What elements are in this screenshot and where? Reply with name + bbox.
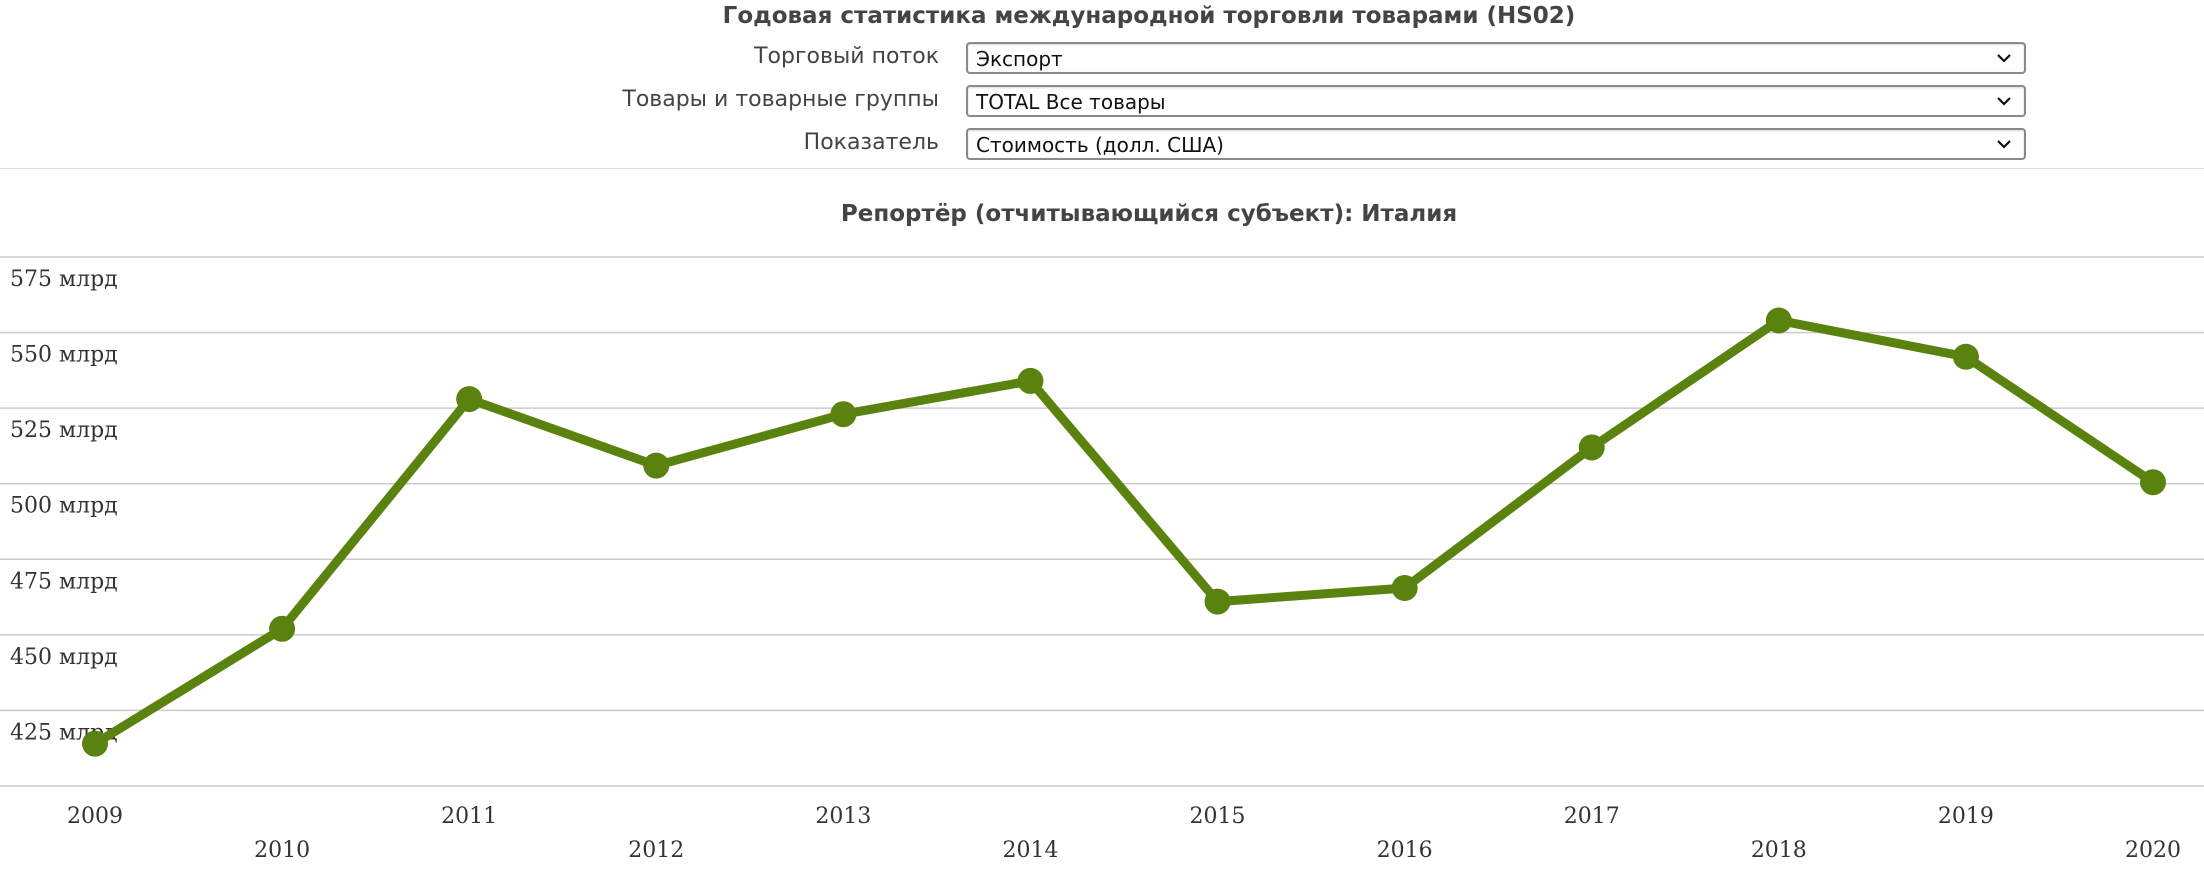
x-tick-label: 2020 bbox=[2125, 838, 2181, 863]
x-tick-label: 2014 bbox=[1002, 838, 1058, 863]
data-point bbox=[1204, 588, 1231, 615]
x-tick-label: 2013 bbox=[815, 804, 871, 829]
chevron-down-icon bbox=[1997, 97, 2011, 106]
commodity-select[interactable]: TOTAL Все товары bbox=[966, 85, 2026, 117]
indicator-value: Стоимость (долл. США) bbox=[976, 133, 1224, 157]
y-tick-label: 550 млрд bbox=[10, 343, 118, 368]
x-tick-label: 2009 bbox=[67, 804, 123, 829]
trade-flow-value: Экспорт bbox=[976, 47, 1063, 71]
chevron-down-icon bbox=[1997, 140, 2011, 149]
data-point bbox=[643, 452, 670, 479]
trade-flow-label: Торговый поток bbox=[754, 44, 939, 69]
indicator-filter: Показатель Стоимость (долл. США) bbox=[0, 128, 2204, 166]
data-point bbox=[1952, 343, 1979, 370]
y-tick-label: 450 млрд bbox=[10, 645, 118, 670]
data-point bbox=[1578, 434, 1605, 461]
x-tick-label: 2017 bbox=[1564, 804, 1620, 829]
data-point bbox=[269, 615, 296, 642]
x-tick-label: 2010 bbox=[254, 838, 310, 863]
series-line bbox=[90, 315, 2158, 749]
data-point bbox=[1017, 367, 1044, 394]
data-point bbox=[1391, 575, 1418, 602]
y-tick-label: 575 млрд bbox=[10, 267, 118, 292]
x-tick-label: 2018 bbox=[1751, 838, 1807, 863]
commodity-filter: Товары и товарные группы TOTAL Все товар… bbox=[0, 85, 2204, 123]
commodity-label: Товары и товарные группы bbox=[622, 87, 939, 112]
data-point bbox=[456, 386, 483, 413]
chart-title: Репортёр (отчитывающийся субъект): Итали… bbox=[840, 201, 1458, 227]
commodity-value: TOTAL Все товары bbox=[976, 90, 1166, 114]
chevron-down-icon bbox=[1997, 54, 2011, 63]
indicator-label: Показатель bbox=[803, 130, 939, 155]
y-tick-label: 525 млрд bbox=[10, 418, 118, 443]
trade-flow-select[interactable]: Экспорт bbox=[966, 42, 2026, 74]
data-point bbox=[1765, 307, 1792, 334]
y-tick-label: 475 млрд bbox=[10, 569, 118, 594]
x-tick-label: 2019 bbox=[1938, 804, 1994, 829]
data-point bbox=[82, 730, 108, 757]
header-divider bbox=[0, 168, 2204, 169]
x-tick-label: 2011 bbox=[441, 804, 497, 829]
x-tick-label: 2016 bbox=[1377, 838, 1433, 863]
data-point bbox=[830, 401, 857, 428]
x-tick-label: 2015 bbox=[1190, 804, 1246, 829]
y-tick-label: 500 млрд bbox=[10, 494, 118, 519]
indicator-select[interactable]: Стоимость (долл. США) bbox=[966, 128, 2026, 160]
trade-flow-filter: Торговый поток Экспорт bbox=[0, 42, 2204, 80]
x-tick-label: 2012 bbox=[628, 838, 684, 863]
data-point bbox=[2140, 469, 2166, 496]
page-title: Годовая статистика международной торговл… bbox=[722, 3, 1576, 29]
